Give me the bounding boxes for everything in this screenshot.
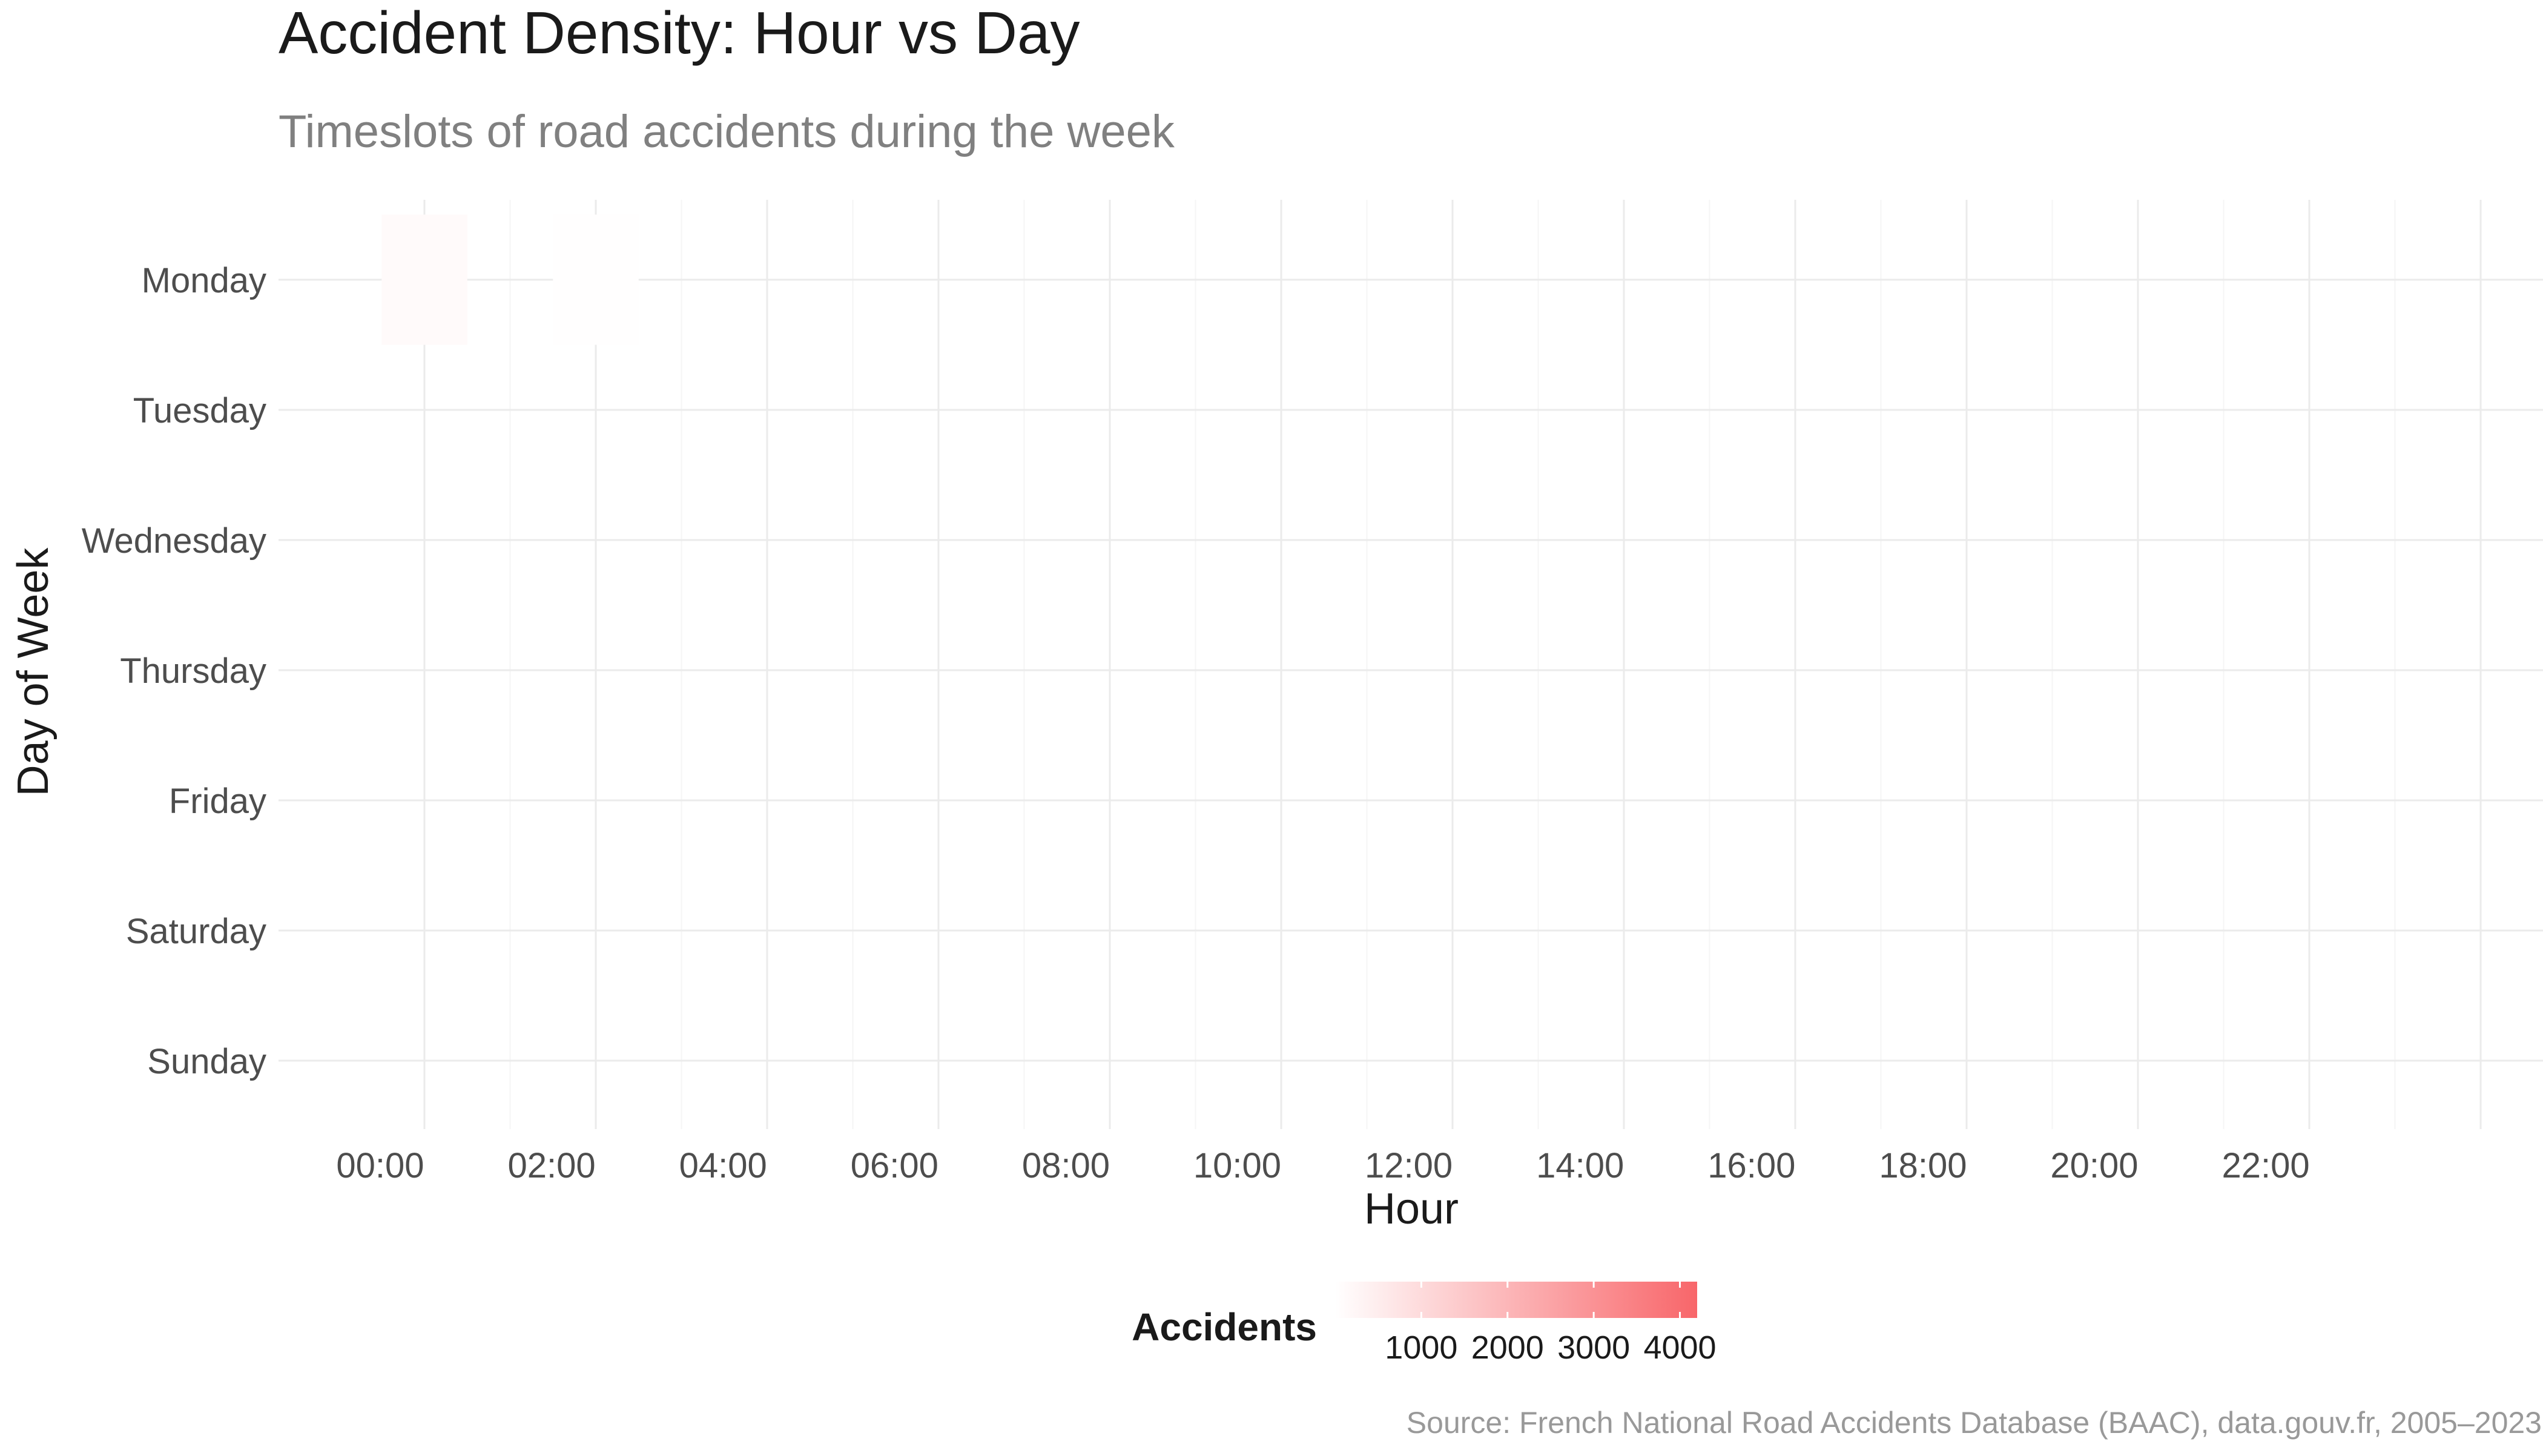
x-tick-label: 20:00	[2050, 1146, 2138, 1185]
heatmap-cells	[381, 214, 639, 345]
chart-caption: Source: French National Road Accidents D…	[1407, 1406, 2542, 1440]
y-tick-label: Thursday	[120, 651, 266, 691]
y-tick-label: Saturday	[126, 912, 266, 951]
legend-label: 4000	[1643, 1329, 1716, 1366]
x-tick-label: 10:00	[1193, 1146, 1281, 1185]
legend-labels: 1000 2000 3000 4000	[1385, 1329, 1716, 1366]
heatmap-cell	[381, 214, 467, 345]
legend-ticks	[1420, 1282, 1681, 1318]
x-tick-label: 08:00	[1022, 1146, 1110, 1185]
y-tick-label: Wednesday	[82, 521, 266, 561]
heatmap-cell	[553, 214, 639, 345]
x-tick-label: 14:00	[1536, 1146, 1624, 1185]
y-tick-label: Monday	[142, 261, 266, 300]
color-legend: Accidents 1000 2000 3000 4000	[1132, 1282, 1717, 1366]
legend-colorbar	[1335, 1282, 1697, 1318]
chart-title: Accident Density: Hour vs Day	[279, 0, 1080, 66]
y-tick-label: Sunday	[147, 1042, 266, 1081]
x-tick-label: 22:00	[2222, 1146, 2310, 1185]
legend-label: 2000	[1471, 1329, 1544, 1366]
y-tick-labels: Monday Tuesday Wednesday Thursday Friday Satu…	[82, 261, 266, 1081]
legend-label: 1000	[1385, 1329, 1457, 1366]
x-tick-label: 16:00	[1707, 1146, 1795, 1185]
x-tick-label: 12:00	[1365, 1146, 1453, 1185]
grid-lines	[279, 200, 2543, 1129]
legend-label: 3000	[1557, 1329, 1630, 1366]
x-tick-label: 02:00	[508, 1146, 596, 1185]
x-tick-label: 18:00	[1879, 1146, 1967, 1185]
x-tick-label: 06:00	[851, 1146, 938, 1185]
x-tick-label: 00:00	[336, 1146, 424, 1185]
y-tick-label: Tuesday	[133, 391, 266, 430]
x-tick-label: 04:00	[679, 1146, 767, 1185]
chart-subtitle: Timeslots of road accidents during the w…	[279, 106, 1175, 157]
y-axis-title: Day of Week	[9, 547, 58, 797]
legend-title: Accidents	[1132, 1305, 1317, 1349]
x-tick-labels: 00:00 02:00 04:00 06:00 08:00 10:00 12:00 14:00…	[336, 1146, 2309, 1185]
y-tick-label: Friday	[169, 782, 266, 821]
x-axis-title: Hour	[1364, 1185, 1459, 1233]
